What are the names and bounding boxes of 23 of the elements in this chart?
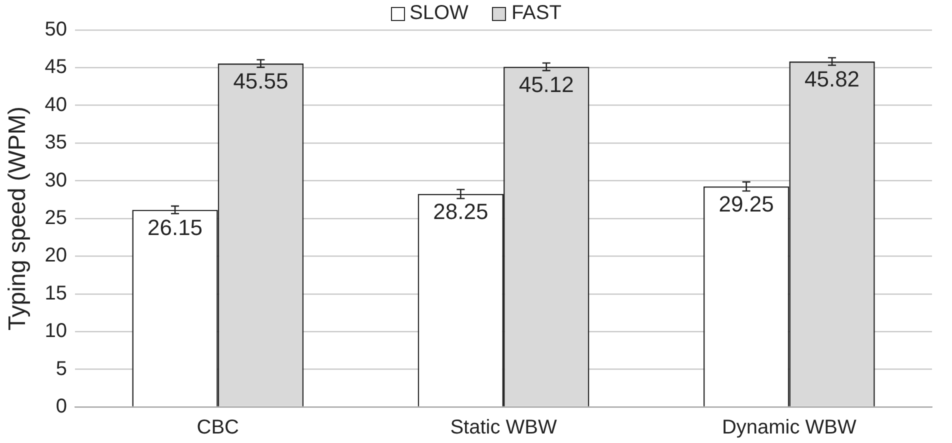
y-axis-title: Typing speed (WPM) — [4, 106, 32, 331]
data-label: 26.15 — [147, 214, 203, 240]
y-tick-label: 50 — [44, 18, 68, 41]
y-tick-label: 10 — [44, 320, 68, 342]
data-label: 29.25 — [718, 192, 774, 217]
y-tick-label: 30 — [44, 169, 68, 192]
data-label: 28.25 — [433, 199, 488, 224]
x-tick-label: Static WBW — [450, 416, 557, 439]
y-tick-label: 5 — [56, 358, 68, 380]
y-tick-label: 45 — [44, 56, 68, 78]
data-label: 45.82 — [804, 66, 860, 92]
legend-label: FAST — [511, 2, 562, 25]
data-label: 45.12 — [518, 72, 574, 97]
y-tick-label: 20 — [44, 244, 68, 267]
y-tick-label: 25 — [44, 207, 68, 230]
y-tick-label: 0 — [56, 396, 68, 418]
x-tick-label: CBC — [196, 416, 239, 439]
y-tick-label: 15 — [44, 282, 68, 304]
text: SLOW — [410, 2, 468, 25]
x-tick-label: Dynamic WBW — [722, 416, 857, 439]
y-tick-label: 35 — [44, 132, 68, 154]
data-label: 45.55 — [233, 68, 288, 94]
y-tick-label: 40 — [44, 94, 68, 116]
